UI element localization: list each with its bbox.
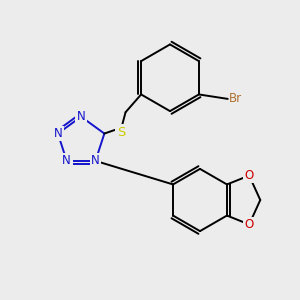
Text: N: N bbox=[77, 110, 85, 123]
Text: S: S bbox=[117, 126, 125, 139]
Text: O: O bbox=[244, 218, 254, 231]
Text: N: N bbox=[53, 127, 62, 140]
Text: Br: Br bbox=[229, 92, 242, 105]
Text: N: N bbox=[62, 154, 71, 167]
Text: O: O bbox=[244, 169, 254, 182]
Text: N: N bbox=[91, 154, 100, 167]
